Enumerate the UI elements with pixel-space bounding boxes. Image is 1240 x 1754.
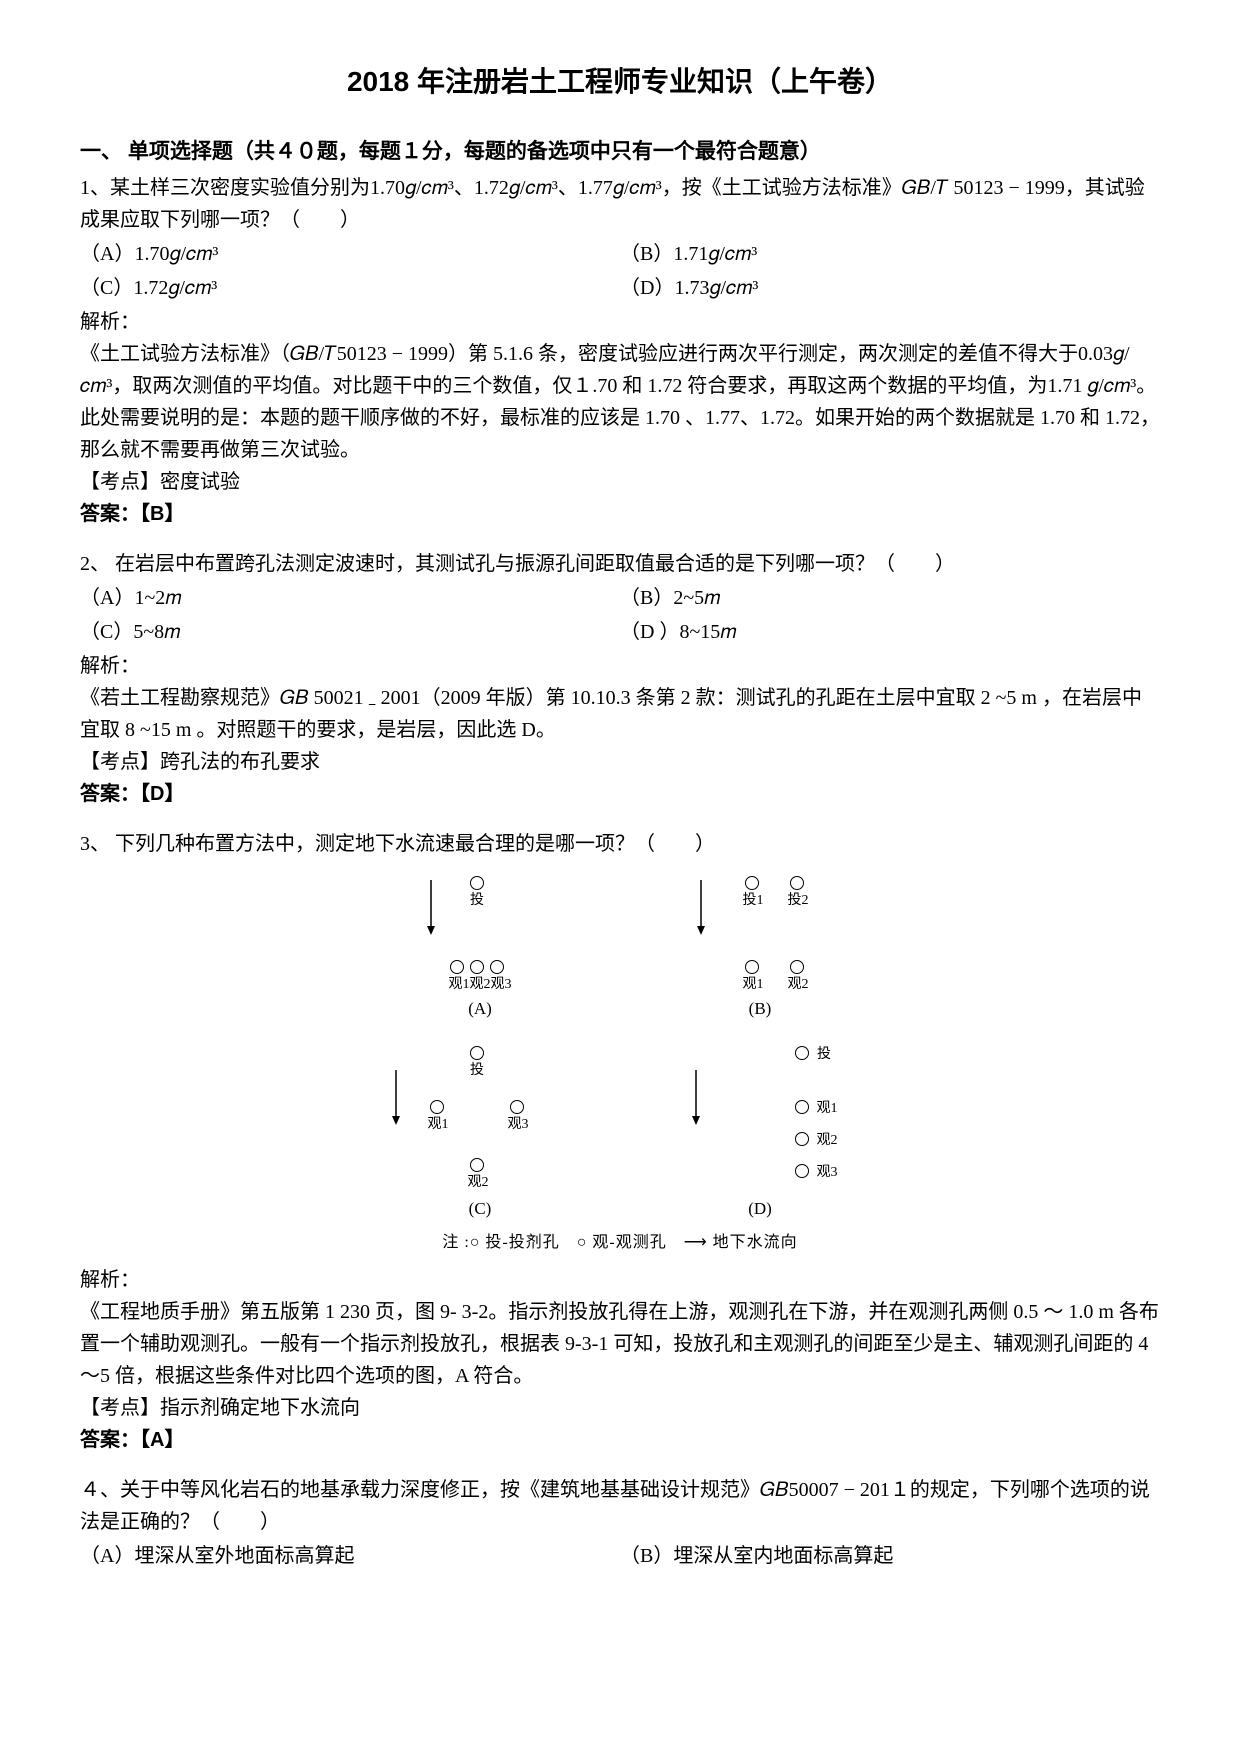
q1-optD: （D）1.73𝑔/𝑐𝑚³ xyxy=(620,272,1160,304)
q4-optB: （B）埋深从室内地面标高算起 xyxy=(620,1540,1160,1572)
q2-options-row2: （C）5~8𝑚 （D ）8~15𝑚 xyxy=(80,616,1160,648)
label-guan1: 观1 xyxy=(812,1098,842,1120)
page-title: 2018 年注册岩土工程师专业知识（上午卷） xyxy=(80,60,1160,105)
q1-options-row2: （C）1.72𝑔/𝑐𝑚³ （D）1.73𝑔/𝑐𝑚³ xyxy=(80,272,1160,304)
label-tou2: 投2 xyxy=(783,890,813,912)
q1-optA: （A）1.70𝑔/𝑐𝑚³ xyxy=(80,238,620,270)
fig-label-D: (D) xyxy=(748,1195,772,1222)
label-guan3: 观3 xyxy=(503,1114,533,1136)
circle-icon xyxy=(450,960,464,974)
q1-optB: （B）1.71𝑔/𝑐𝑚³ xyxy=(620,238,1160,270)
question-2: 2、 在岩层中布置跨孔法测定波速时，其测试孔与振源孔间距取值最合适的是下列哪一项… xyxy=(80,548,1160,810)
question-1: 1、某土样三次密度实验值分别为1.70𝑔/𝑐𝑚³、1.72𝑔/𝑐𝑚³、1.77𝑔… xyxy=(80,172,1160,530)
question-3: 3、 下列几种布置方法中，测定地下水流速最合理的是哪一项？（ ） 投 观1观2观… xyxy=(80,828,1160,1456)
panel-C: 投 观1 观3 观2 (C) xyxy=(370,1040,590,1220)
q4-stem: ４、关于中等风化岩石的地基承载力深度修正，按《建筑地基基础设计规范》𝐺𝐵5000… xyxy=(80,1474,1160,1538)
q2-options-row1: （A）1~2𝑚 （B）2~5𝑚 xyxy=(80,582,1160,614)
circle-icon xyxy=(795,1132,809,1146)
circle-icon xyxy=(470,876,484,890)
label-guan2: 观2 xyxy=(463,1172,493,1194)
circle-icon xyxy=(470,1046,484,1060)
arrow-icon xyxy=(425,880,437,935)
q1-analysis2: 此处需要说明的是：本题的题干顺序做的不好，最标准的应该是 1.70 、1.77、… xyxy=(80,402,1160,466)
circle-icon xyxy=(745,960,759,974)
q3-figure: 投 观1观2观3 (A) 投1 投2 观1 观2 xyxy=(80,870,1160,1256)
fig-label-C: (C) xyxy=(469,1195,492,1222)
label-g123: 观1观2观3 xyxy=(440,974,520,996)
q2-stem: 2、 在岩层中布置跨孔法测定波速时，其测试孔与振源孔间距取值最合适的是下列哪一项… xyxy=(80,548,1160,580)
figure-legend: 注 :○ 投-投剂孔 ○ 观-观测孔 ⟶ 地下水流向 xyxy=(442,1230,797,1256)
q3-analysis-label: 解析： xyxy=(80,1264,1160,1296)
q2-analysis-label: 解析： xyxy=(80,650,1160,682)
q1-optC: （C）1.72𝑔/𝑐𝑚³ xyxy=(80,272,620,304)
label-tou1: 投1 xyxy=(738,890,768,912)
q2-optA: （A）1~2𝑚 xyxy=(80,582,620,614)
label-tou: 投 xyxy=(465,1060,489,1082)
q4-optA: （A）埋深从室外地面标高算起 xyxy=(80,1540,620,1572)
q2-exampoint: 【考点】跨孔法的布孔要求 xyxy=(80,746,1160,778)
q1-answer: 答案：【B】 xyxy=(80,498,1160,530)
fig-label-A: (A) xyxy=(468,995,492,1022)
panel-A: 投 观1观2观3 (A) xyxy=(370,870,590,1020)
q1-exampoint: 【考点】密度试验 xyxy=(80,466,1160,498)
q1-stem: 1、某土样三次密度实验值分别为1.70𝑔/𝑐𝑚³、1.72𝑔/𝑐𝑚³、1.77𝑔… xyxy=(80,172,1160,236)
circle-icon xyxy=(470,960,484,974)
circle-icon xyxy=(795,1100,809,1114)
fig-label-B: (B) xyxy=(749,995,772,1022)
figure-grid: 投 观1观2观3 (A) 投1 投2 观1 观2 xyxy=(370,870,870,1220)
circle-icon xyxy=(510,1100,524,1114)
panel-D: 投 观1 观2 观3 (D) xyxy=(650,1040,870,1220)
circle-icon xyxy=(790,960,804,974)
q2-answer: 答案：【D】 xyxy=(80,778,1160,810)
label-tou: 投 xyxy=(465,890,489,912)
q2-analysis: 《若土工程勘察规范》𝐺𝐵 50021 ₋ 2001（2009 年版）第 10.1… xyxy=(80,682,1160,746)
q2-optD: （D ）8~15𝑚 xyxy=(620,616,1160,648)
q3-exampoint: 【考点】指示剂确定地下水流向 xyxy=(80,1392,1160,1424)
circle-icon xyxy=(430,1100,444,1114)
arrow-icon xyxy=(690,1070,702,1125)
circle-icon xyxy=(795,1046,809,1060)
circle-icon xyxy=(790,876,804,890)
panel-B: 投1 投2 观1 观2 (B) xyxy=(650,870,870,1020)
circle-icon xyxy=(795,1164,809,1178)
circle-icon xyxy=(470,1158,484,1172)
q1-options-row1: （A）1.70𝑔/𝑐𝑚³ （B）1.71𝑔/𝑐𝑚³ xyxy=(80,238,1160,270)
label-guan1: 观1 xyxy=(423,1114,453,1136)
label-guan2: 观2 xyxy=(812,1130,842,1152)
circle-icon xyxy=(745,876,759,890)
q3-answer: 答案：【A】 xyxy=(80,1424,1160,1456)
q3-analysis: 《工程地质手册》第五版第 1 230 页，图 9- 3-2。指示剂投放孔得在上游… xyxy=(80,1296,1160,1392)
question-4: ４、关于中等风化岩石的地基承载力深度修正，按《建筑地基基础设计规范》𝐺𝐵5000… xyxy=(80,1474,1160,1572)
q4-options-row1: （A）埋深从室外地面标高算起 （B）埋深从室内地面标高算起 xyxy=(80,1540,1160,1572)
label-guan2: 观2 xyxy=(783,974,813,996)
label-tou: 投 xyxy=(812,1044,836,1066)
q2-optB: （B）2~5𝑚 xyxy=(620,582,1160,614)
q1-analysis-label: 解析： xyxy=(80,306,1160,338)
arrow-icon xyxy=(390,1070,402,1125)
label-guan1: 观1 xyxy=(738,974,768,996)
arrow-icon xyxy=(695,880,707,935)
q3-stem: 3、 下列几种布置方法中，测定地下水流速最合理的是哪一项？（ ） xyxy=(80,828,1160,860)
circle-icon xyxy=(490,960,504,974)
q2-optC: （C）5~8𝑚 xyxy=(80,616,620,648)
section-title: 一、 单项选择题（共４０题，每题１分，每题的备选项中只有一个最符合题意） xyxy=(80,135,1160,169)
q1-analysis: 《土工试验方法标准》（𝐺𝐵/𝑇50123 − 1999）第 5.1.6 条，密度… xyxy=(80,338,1160,402)
label-guan3: 观3 xyxy=(812,1162,842,1184)
